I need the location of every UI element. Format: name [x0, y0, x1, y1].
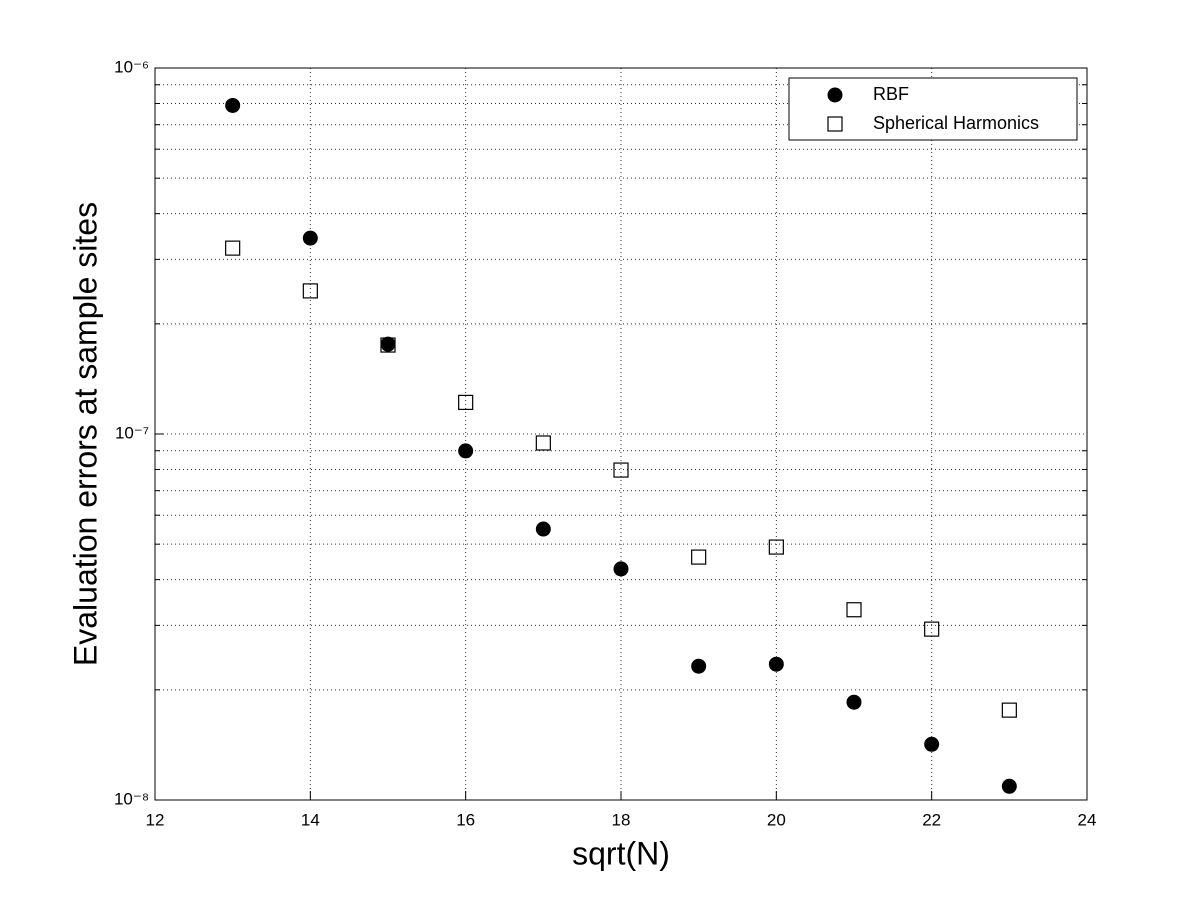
point	[458, 394, 474, 410]
point	[302, 283, 318, 299]
point	[535, 435, 551, 451]
legend-box	[788, 77, 1078, 141]
x-tick-label: 24	[1078, 810, 1097, 829]
y-tick-label: 10⁻⁷	[115, 423, 149, 442]
x-tick-label: 12	[146, 810, 165, 829]
plot-frame	[154, 67, 1088, 801]
point	[924, 621, 940, 637]
point	[225, 240, 241, 256]
point	[380, 337, 396, 353]
point	[691, 658, 707, 674]
point	[924, 736, 940, 752]
x-tick-label: 20	[767, 810, 786, 829]
legend-text: Spherical Harmonics	[873, 113, 1039, 133]
x-tick-label: 14	[301, 810, 320, 829]
x-tick-label: 18	[612, 810, 631, 829]
point	[691, 549, 707, 565]
point	[458, 443, 474, 459]
point	[846, 694, 862, 710]
y-axis-label: Evaluation errors at sample sites	[67, 202, 103, 666]
point	[1001, 778, 1017, 794]
x-axis-label: sqrt(N)	[572, 835, 670, 871]
point	[225, 97, 241, 113]
point	[613, 561, 629, 577]
y-tick-label: 10⁻⁶	[114, 57, 149, 76]
point	[535, 521, 551, 537]
point	[1001, 702, 1017, 718]
point	[613, 462, 629, 478]
legend-text: RBF	[873, 84, 909, 104]
x-tick-label: 16	[456, 810, 475, 829]
legend-marker	[827, 116, 843, 132]
x-tick-label: 22	[922, 810, 941, 829]
point	[302, 230, 318, 246]
point	[768, 656, 784, 672]
point	[768, 539, 784, 555]
y-tick-label: 10⁻⁸	[114, 789, 149, 808]
point	[380, 336, 396, 352]
point	[846, 602, 862, 618]
legend-marker	[827, 87, 843, 103]
